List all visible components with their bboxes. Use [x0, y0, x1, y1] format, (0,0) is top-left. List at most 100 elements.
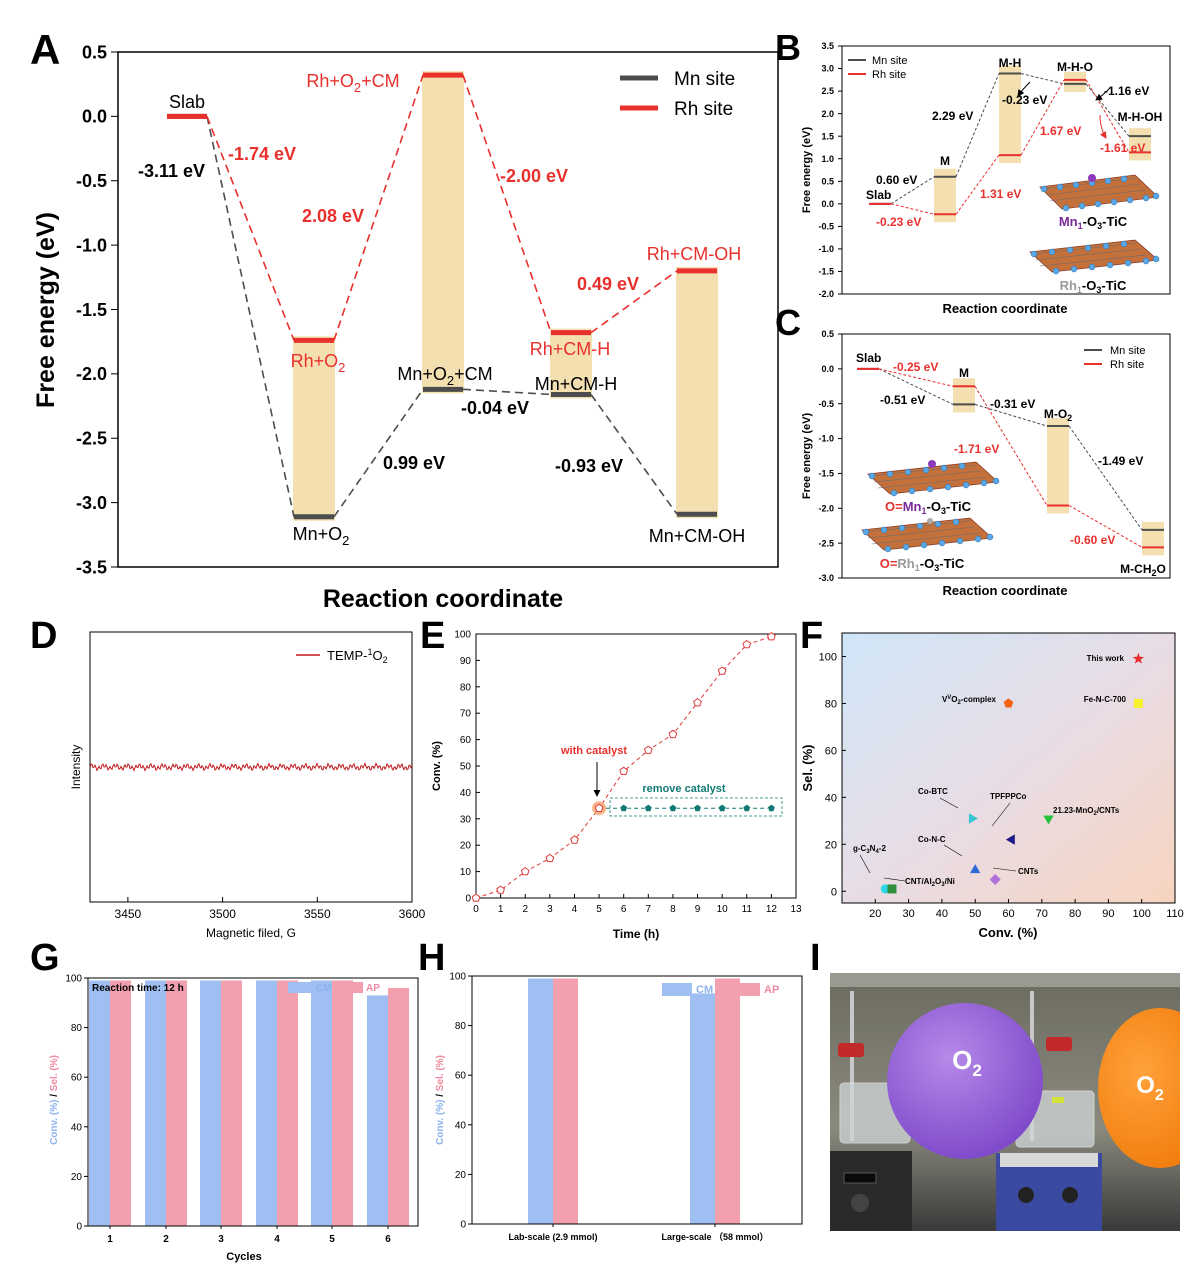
y-tick-label: 0.0	[82, 107, 107, 127]
energy-band	[934, 168, 956, 223]
panel-letter-e: E	[420, 615, 445, 657]
scatter-point	[970, 864, 981, 874]
legend-h-ap-swatch	[730, 983, 760, 996]
c-state-mch2o: M-CH2O	[1120, 562, 1166, 578]
c-struct-mn: O=Mn1-O3-TiC	[885, 499, 972, 516]
x-tick-label: 50	[969, 908, 981, 920]
scatter-point	[1133, 698, 1143, 708]
c-energy-rh-1: -0.25 eV	[893, 360, 938, 374]
x-tick-label: 20	[869, 908, 881, 920]
remove-catalyst-box	[609, 797, 783, 817]
panel-a-bands	[293, 71, 718, 521]
legend-c-rh-label: Rh site	[1110, 359, 1144, 371]
b-state-mhoh: M-H-OH	[1118, 110, 1163, 124]
b-energy-rh-2: 1.31 eV	[980, 187, 1021, 201]
b-arrow-rh	[1099, 114, 1107, 139]
y-tick-label: -3.0	[76, 493, 107, 513]
panel-a: 0.5 0.0 -0.5 -1.0 -1.5 -2.0 -2.5 -3.0 -3.5 Free …	[32, 42, 779, 613]
f-label-co-btc: Co-BTC	[918, 787, 948, 796]
x-tick-label: 5	[329, 1234, 335, 1245]
balloon-orange	[1098, 1008, 1180, 1168]
y-tick-label: 2.5	[821, 86, 834, 96]
energy-path-mn	[974, 403, 1048, 427]
panel-f: 20 30 40 50 60 70 80 90 100 110 0 20 40 60 80 100 Sel. …	[800, 632, 1184, 940]
f-arrow-tpf	[991, 802, 1011, 827]
panel-a-dashes	[206, 74, 678, 518]
energy-band	[953, 378, 975, 413]
panel-f-xlabel: Conv. (%)	[979, 925, 1038, 940]
c-energy-mn-3: -1.49 eV	[1098, 454, 1143, 468]
fume-hood-bar	[830, 973, 1180, 987]
panel-a-legend: Mn site Rh site	[620, 69, 735, 120]
x-tick-label: 2	[522, 904, 528, 915]
y-tick-label: 2.0	[821, 109, 834, 119]
f-arrow-conc	[943, 844, 963, 857]
panel-g-title: Reaction time: 12 h	[92, 983, 184, 994]
with-catalyst-point	[693, 697, 702, 707]
panel-e-ylabel: Conv. (%)	[431, 741, 443, 791]
panel-c-xlabel: Reaction coordinate	[943, 583, 1068, 598]
y-tick-label: 20	[71, 1172, 83, 1183]
y-tick-label: -1.5	[818, 267, 834, 277]
b-state-m: M	[940, 154, 950, 168]
bar-cm	[311, 980, 332, 1226]
x-tick-label: 3500	[209, 907, 236, 921]
energy-path-rh	[890, 203, 935, 215]
b-struct-mn: Mn1-O3-TiC	[1059, 214, 1128, 231]
panel-b-xlabel: Reaction coordinate	[943, 301, 1068, 316]
clamp-right	[1046, 1037, 1072, 1051]
y-tick-label: -0.5	[818, 222, 834, 232]
energy-band	[1064, 71, 1086, 92]
remove-catalyst-point	[717, 803, 727, 812]
y-tick-label: 100	[449, 972, 466, 983]
y-tick-label: 40	[71, 1122, 83, 1133]
energy-band	[550, 328, 592, 399]
x-tick-label: 3600	[399, 907, 426, 921]
energy-path-mn	[878, 368, 954, 405]
b-state-slab: Slab	[866, 188, 891, 202]
y-tick-label: -2.0	[818, 503, 834, 513]
panel-a-xlabel: Reaction coordinate	[323, 585, 563, 613]
energy-path-mn	[462, 388, 552, 396]
x-tick-label: 3	[218, 1234, 224, 1245]
scatter-point	[968, 813, 978, 824]
y-tick-label: 1.5	[821, 131, 834, 141]
y-tick-label: -3.5	[76, 557, 107, 577]
retort-stand-left	[850, 991, 854, 1141]
x-tick-label: 40	[936, 908, 948, 920]
x-tick-label: 90	[1102, 908, 1114, 920]
y-tick-label: 0	[76, 1222, 82, 1233]
bar-cm	[690, 993, 715, 1224]
bar-ap	[110, 980, 131, 1226]
stirrer-left	[830, 1151, 912, 1231]
energy-band	[293, 336, 335, 521]
energy-path-mn	[1020, 73, 1065, 85]
y-tick-label: 0.5	[821, 329, 834, 339]
y-tick-label: 0.5	[821, 176, 834, 186]
panel-d-ylabel: Intensity	[69, 745, 83, 790]
state-label-slab: Slab	[169, 92, 205, 112]
legend-g-cm-label: CM	[316, 983, 332, 994]
f-label-co-n-c: Co-N-C	[918, 835, 946, 844]
f-label-mno2: 21.23-MnO2/CNTs	[1053, 806, 1120, 817]
c-state-slab: Slab	[856, 351, 881, 365]
f-label-cnts: CNTs	[1018, 867, 1039, 876]
scatter-point	[887, 884, 897, 894]
y-tick-label: 60	[455, 1071, 467, 1082]
b-energy-mn-3: -0.23 eV	[1002, 93, 1047, 107]
y-tick-label: 60	[460, 735, 472, 746]
bar-cm	[145, 980, 166, 1226]
legend-h-cm-swatch	[662, 983, 692, 996]
legend-b-rh-label: Rh site	[872, 69, 906, 81]
panel-a-yticks: 0.5 0.0 -0.5 -1.0 -1.5 -2.0 -2.5 -3.0 -3.5	[76, 42, 118, 577]
bar-cm	[89, 980, 110, 1226]
epr-spectrum-line	[89, 762, 413, 772]
energy-rh-4: 0.49 eV	[577, 274, 639, 294]
y-tick-label: 20	[460, 841, 472, 852]
bar-ap	[277, 980, 298, 1226]
b-crystal-rh	[1029, 239, 1160, 275]
x-tick-label: 5	[596, 904, 602, 915]
energy-path-rh	[955, 154, 1000, 215]
panel-letter-b: B	[775, 27, 801, 68]
x-tick-label: 3	[547, 904, 553, 915]
